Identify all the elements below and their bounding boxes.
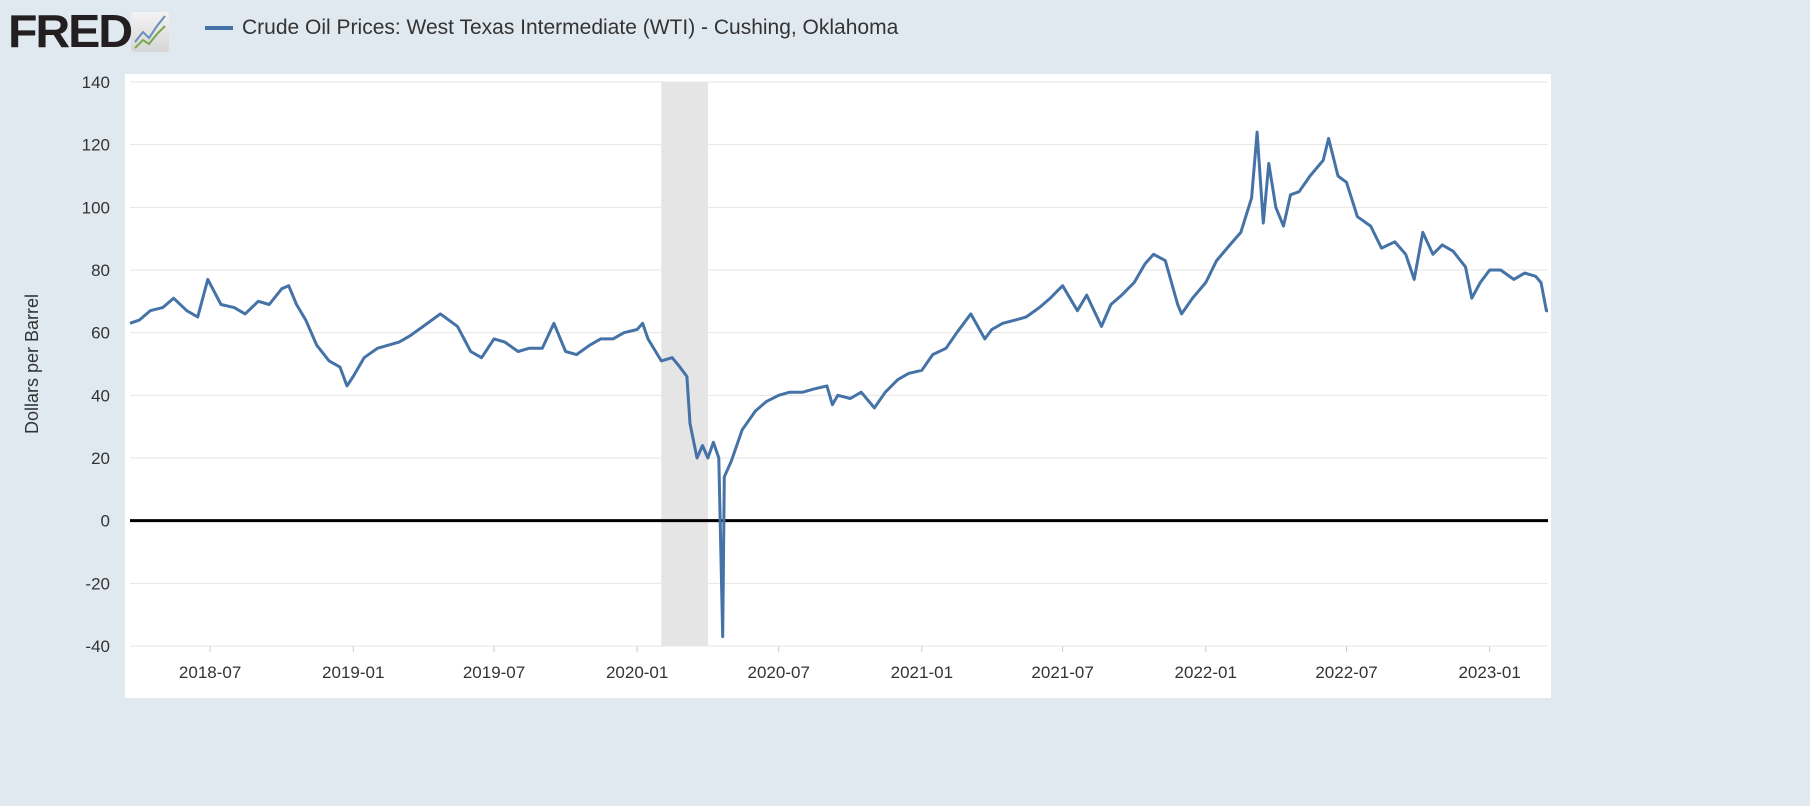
legend[interactable]: Crude Oil Prices: West Texas Intermediat… [205, 16, 898, 40]
y-tick-label: 100 [82, 198, 110, 217]
fred-logo[interactable]: FRED [8, 5, 170, 57]
legend-label: Crude Oil Prices: West Texas Intermediat… [242, 16, 899, 39]
y-tick-label: 60 [91, 324, 110, 343]
x-tick-label: 2021-07 [1031, 663, 1093, 682]
x-tick-label: 2022-01 [1175, 663, 1237, 682]
x-tick-label: 2019-07 [463, 663, 525, 682]
plot-background [125, 74, 1551, 698]
x-tick-label: 2021-01 [891, 663, 953, 682]
x-tick-label: 2018-07 [179, 663, 241, 682]
y-tick-label: 120 [82, 136, 110, 155]
y-tick-label: 80 [91, 261, 110, 280]
x-tick-label: 2020-01 [606, 663, 668, 682]
x-tick-label: 2019-01 [322, 663, 384, 682]
legend-line-swatch [205, 26, 233, 30]
series-line-wti [129, 130, 1548, 639]
y-tick-label: 140 [82, 73, 110, 92]
x-tick-label: 2023-01 [1458, 663, 1520, 682]
fred-logo-text: FRED [8, 5, 133, 57]
x-tick-label: 2022-07 [1315, 663, 1377, 682]
fred-graph-icon [131, 12, 170, 52]
x-tick-label: 2020-07 [748, 663, 810, 682]
y-tick-label: -40 [85, 637, 110, 656]
chart-header: FRED Crude Oil Prices: West Texas Interm… [0, 0, 1810, 62]
y-tick-label: -20 [85, 574, 110, 593]
y-tick-label: 0 [101, 512, 110, 531]
y-axis-title: Dollars per Barrel [22, 294, 42, 434]
y-tick-label: 40 [91, 386, 110, 405]
recession-shading [661, 82, 708, 646]
y-tick-label: 20 [91, 449, 110, 468]
